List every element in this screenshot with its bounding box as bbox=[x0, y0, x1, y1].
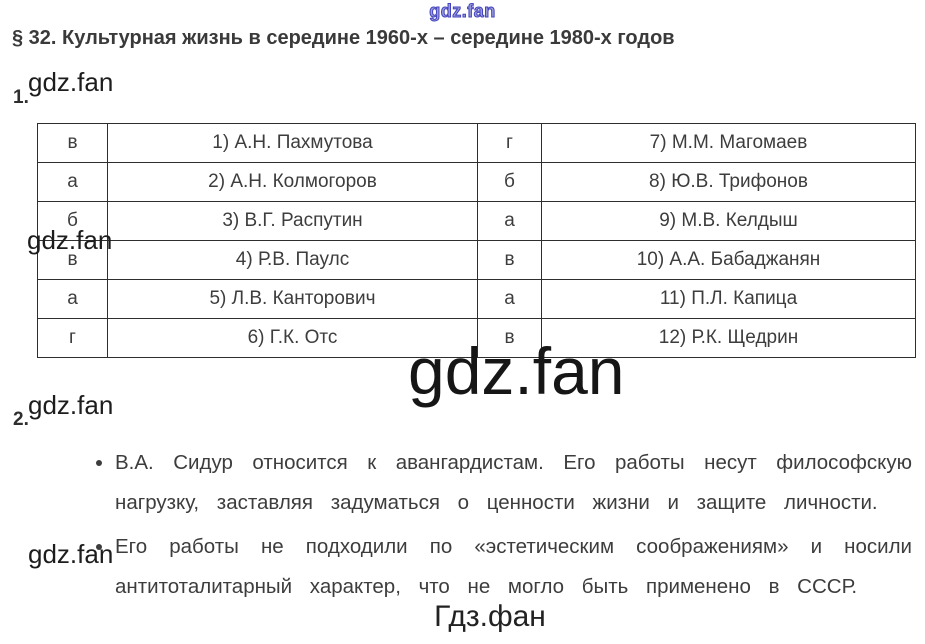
answer-key-cell: г bbox=[477, 123, 542, 163]
answer-key-cell: б bbox=[477, 162, 542, 202]
table-row: г 6) Г.К. Отс в 12) Р.К. Щедрин bbox=[37, 318, 916, 358]
answers-table: в 1) А.Н. Пахмутова г 7) М.М. Магомаев а… bbox=[37, 123, 916, 358]
answer-list: В.А. Сидур относится к авангардистам. Ег… bbox=[60, 443, 912, 611]
table-row: в 4) Р.В. Паулс в 10) А.А. Бабаджанян bbox=[37, 240, 916, 280]
person-name-cell: 9) М.В. Келдыш bbox=[541, 201, 916, 241]
answer-key-cell: а bbox=[37, 162, 108, 202]
watermark-inline-3: gdz.fan bbox=[28, 390, 114, 420]
question-number-2: 2. bbox=[13, 409, 29, 430]
list-item: В.А. Сидур относится к авангардистам. Ег… bbox=[115, 443, 912, 523]
person-name-cell: 8) Ю.В. Трифонов bbox=[541, 162, 916, 202]
watermark-inline-2: gdz.fan bbox=[27, 225, 113, 255]
answer-key-cell: в bbox=[37, 123, 108, 163]
watermark-top: gdz.fan bbox=[429, 1, 496, 22]
person-name-cell: 6) Г.К. Отс bbox=[107, 318, 478, 358]
person-name-cell: 10) А.А. Бабаджанян bbox=[541, 240, 916, 280]
answer-key-cell: г bbox=[37, 318, 108, 358]
answer-key-cell: а bbox=[37, 279, 108, 319]
table-row: а 5) Л.В. Канторович а 11) П.Л. Капица bbox=[37, 279, 916, 319]
person-name-cell: 1) А.Н. Пахмутова bbox=[107, 123, 478, 163]
footer-brand: Гдз.фан bbox=[434, 600, 546, 633]
answer-key-cell: а bbox=[477, 201, 542, 241]
person-name-cell: 4) Р.В. Паулс bbox=[107, 240, 478, 280]
person-name-cell: 7) М.М. Магомаев bbox=[541, 123, 916, 163]
answer-key-cell: в bbox=[477, 240, 542, 280]
person-name-cell: 11) П.Л. Капица bbox=[541, 279, 916, 319]
person-name-cell: 5) Л.В. Канторович bbox=[107, 279, 478, 319]
question-number-1: 1. bbox=[13, 87, 29, 108]
table-row: в 1) А.Н. Пахмутова г 7) М.М. Магомаев bbox=[37, 123, 916, 163]
answer-key-cell: в bbox=[477, 318, 542, 358]
list-item: Его работы не подходили по «эстетическим… bbox=[115, 527, 912, 607]
answer-key-cell: а bbox=[477, 279, 542, 319]
watermark-big: gdz.fan bbox=[408, 334, 625, 408]
watermark-inline-1: gdz.fan bbox=[28, 67, 114, 97]
watermark-inline-4: gdz.fan bbox=[28, 539, 114, 569]
answer-key-cell: б bbox=[37, 201, 108, 241]
person-name-cell: 12) Р.К. Щедрин bbox=[541, 318, 916, 358]
person-name-cell: 3) В.Г. Распутин bbox=[107, 201, 478, 241]
table-row: б 3) В.Г. Распутин а 9) М.В. Келдыш bbox=[37, 201, 916, 241]
person-name-cell: 2) А.Н. Колмогоров bbox=[107, 162, 478, 202]
table-row: а 2) А.Н. Колмогоров б 8) Ю.В. Трифонов bbox=[37, 162, 916, 202]
page-title: § 32. Культурная жизнь в середине 1960-х… bbox=[12, 27, 675, 49]
